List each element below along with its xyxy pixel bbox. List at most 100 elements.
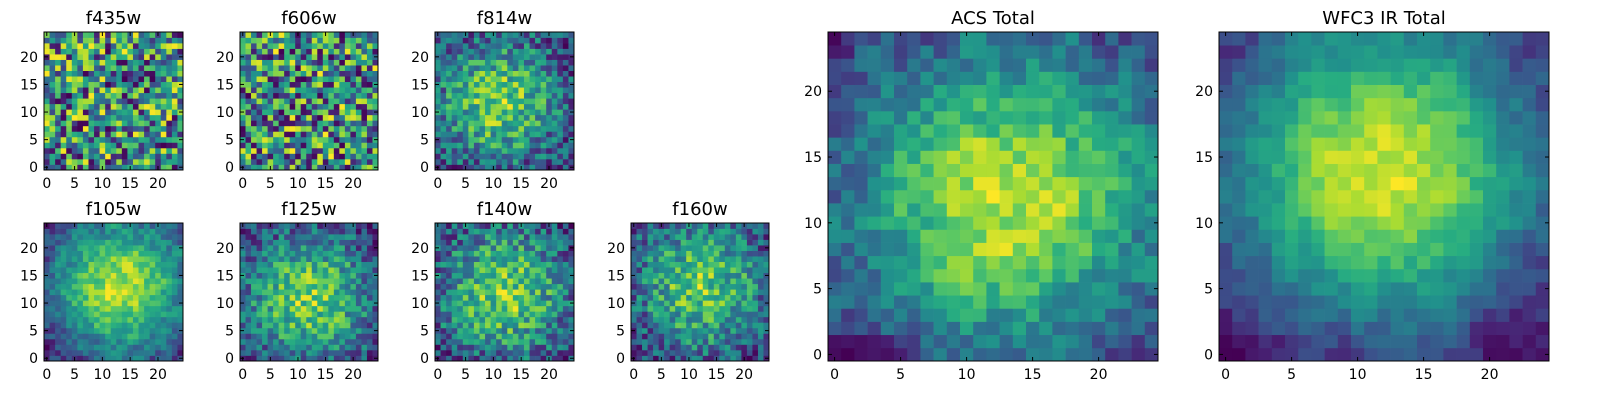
heatmap-cell [841,150,855,164]
heatmap-cell [535,65,541,71]
heatmap-cell [708,289,715,296]
heatmap-cell [490,43,497,49]
heatmap-cell [473,261,480,268]
heatmap-cell [894,321,908,336]
heatmap-cell [295,65,302,71]
heatmap-cell [664,278,670,285]
heatmap-cell [735,338,742,345]
heatmap-cell [267,153,274,160]
heatmap-cell [278,43,285,49]
heatmap-cell [551,316,558,323]
heatmap-cell [451,136,458,143]
heatmap-cell [361,245,368,251]
heatmap-cell [177,65,184,71]
heatmap-cell [763,228,770,235]
heatmap-cell [473,283,480,290]
heatmap-cell [713,239,720,246]
heatmap-cell [317,267,324,274]
heatmap-cell [49,305,56,312]
heatmap-cell [440,333,447,340]
heatmap-cell [317,70,324,77]
heatmap-cell [333,142,340,149]
heatmap-cell [149,32,156,38]
heatmap-cell [1026,176,1040,191]
heatmap-cell [71,311,78,318]
heatmap-cell [568,70,575,77]
heatmap-cell [149,120,156,127]
heatmap-cell [66,327,73,334]
heatmap-cell [675,322,682,329]
heatmap-cell [366,65,373,71]
heatmap-cell [245,283,252,290]
heatmap-cell [99,65,106,71]
heatmap-cell [138,239,145,246]
heatmap-cell [251,239,257,246]
heatmap-cell [507,349,514,356]
heatmap-cell [144,261,150,268]
heatmap-cell [518,333,525,340]
heatmap-cell [746,333,753,340]
heatmap-cell [333,245,340,251]
heatmap-cell [177,87,184,94]
heatmap-cell [724,272,731,279]
heatmap-cell [546,54,553,60]
heatmap-cell [512,316,519,323]
heatmap-cell [479,234,486,240]
heatmap-cell [127,289,134,296]
heatmap-cell [1052,282,1066,296]
heatmap-cell [658,261,665,268]
heatmap-cell [479,267,486,274]
heatmap-cell [523,333,530,340]
heatmap-cell [653,250,659,257]
heatmap-cell [546,272,553,279]
heatmap-cell [344,261,351,268]
heatmap-cell [647,256,654,262]
heatmap-cell [485,261,491,268]
heatmap-cell [66,316,73,323]
heatmap-cell [551,294,558,301]
heatmap-cell [105,92,112,99]
heatmap-cell [256,322,263,329]
heatmap-cell [88,256,95,262]
heatmap-cell [300,261,307,268]
heatmap-cells [631,223,770,362]
heatmap-cell [1039,282,1053,296]
heatmap-cell [44,98,50,105]
heatmap-cell [317,261,324,268]
heatmap-cell [105,70,112,77]
heatmap-cell [116,267,123,274]
heatmap-cell [763,239,770,246]
heatmap-cell [1039,255,1053,270]
heatmap-cell [71,81,78,88]
heatmap-cell [691,250,698,257]
heatmap-cell [446,322,453,329]
heatmap-cell [306,76,313,83]
heatmap-cell [350,70,357,77]
heatmap-cell [501,250,508,257]
heatmap-cell [1144,242,1159,257]
heatmap-cell [451,81,458,88]
heatmap-cell [920,347,934,362]
heatmap-cell [322,54,329,60]
heatmap-cell [284,327,291,334]
heatmap-cell [262,311,268,318]
heatmap-cell [1105,295,1119,309]
heatmap-cell [730,322,737,329]
heatmap-cell [138,261,145,268]
heatmap-cell [697,256,704,262]
heatmap-cell [372,234,379,240]
heatmap-cell [144,316,150,323]
heatmap-cell [653,338,659,345]
heatmap-cell [66,142,73,149]
y-tick-label: 15 [411,268,429,284]
heatmap-cell [642,283,648,290]
heatmap-cell [155,349,162,356]
heatmap-cell [691,327,698,334]
heatmap-cell [333,109,340,116]
heatmap-cell [171,300,178,307]
heatmap-cell [82,153,89,160]
heatmap-cell [289,59,296,66]
heatmap-cell [1105,163,1119,178]
heatmap-cell [894,268,908,283]
heatmap-cell [245,59,252,66]
